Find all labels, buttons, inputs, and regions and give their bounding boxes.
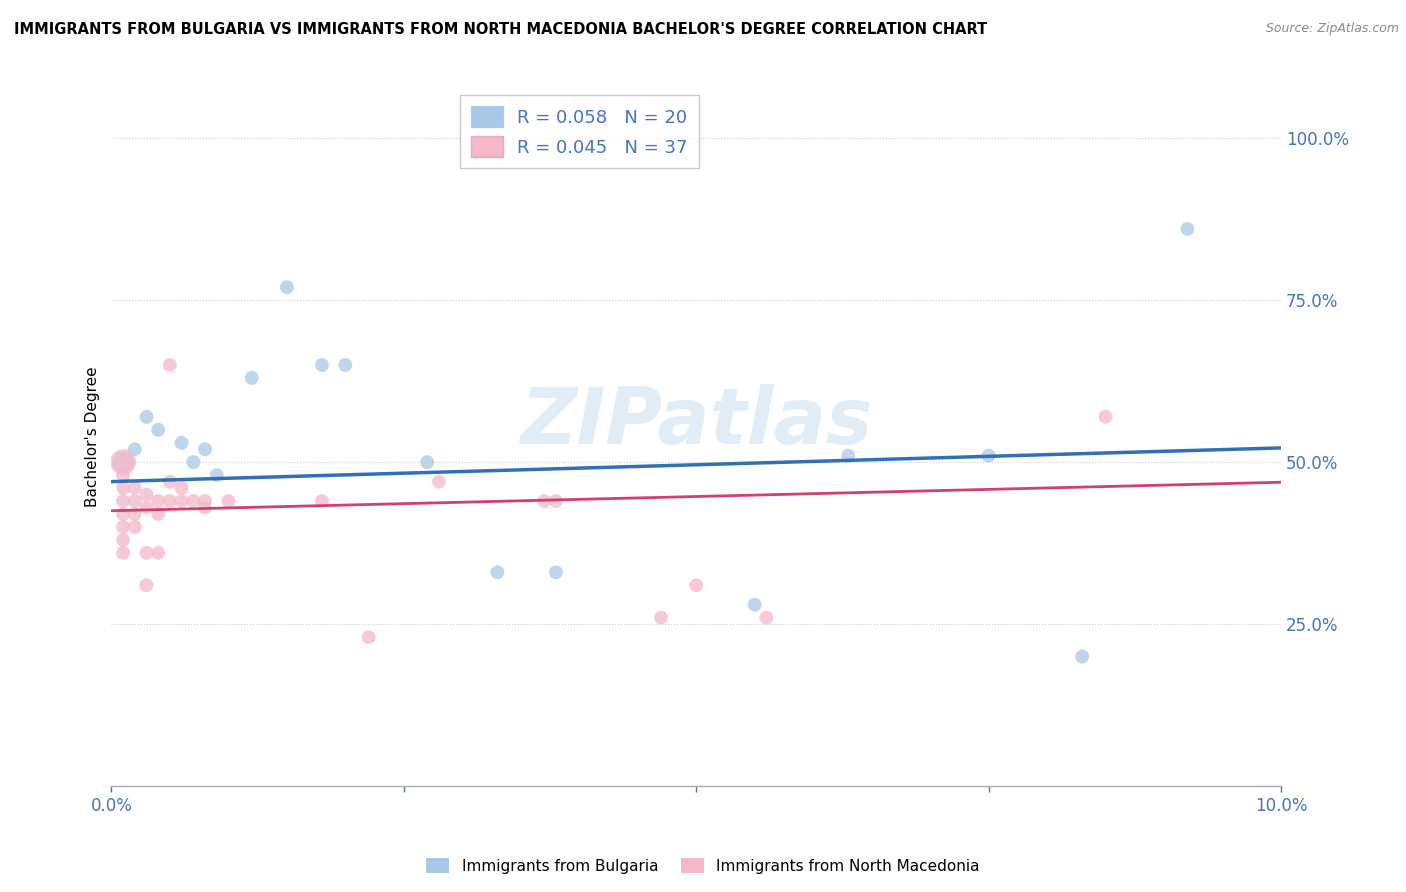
Point [486,566,509,580]
Point [135,500,157,515]
Point [148,423,170,437]
Point [148,494,170,508]
Point [205,468,228,483]
Point [755,610,778,624]
Point [181,494,204,508]
Point [124,481,146,495]
Point [217,494,239,508]
Point [837,449,859,463]
Point [112,494,135,508]
Point [533,494,555,508]
Point [112,546,135,560]
Point [544,566,567,580]
Point [112,455,135,469]
Point [159,494,181,508]
Point [194,494,217,508]
Text: ZIPatlas: ZIPatlas [520,384,872,460]
Point [112,455,135,469]
Legend: Immigrants from Bulgaria, Immigrants from North Macedonia: Immigrants from Bulgaria, Immigrants fro… [420,852,986,880]
Point [194,500,217,515]
Point [135,578,157,592]
Legend: R = 0.058   N = 20, R = 0.045   N = 37: R = 0.058 N = 20, R = 0.045 N = 37 [460,95,699,168]
Point [135,487,157,501]
Point [124,442,146,457]
Point [135,546,157,560]
Point [311,494,333,508]
Point [276,280,298,294]
Point [170,481,193,495]
Point [148,546,170,560]
Point [1071,649,1094,664]
Point [977,449,1000,463]
Point [112,481,135,495]
Point [357,630,380,644]
Point [170,435,193,450]
Point [744,598,766,612]
Point [1094,409,1116,424]
Point [159,475,181,489]
Point [112,533,135,547]
Point [544,494,567,508]
Point [124,507,146,521]
Point [124,494,146,508]
Point [650,610,672,624]
Point [112,520,135,534]
Point [112,468,135,483]
Point [335,358,357,372]
Point [240,371,263,385]
Point [148,507,170,521]
Text: IMMIGRANTS FROM BULGARIA VS IMMIGRANTS FROM NORTH MACEDONIA BACHELOR'S DEGREE CO: IMMIGRANTS FROM BULGARIA VS IMMIGRANTS F… [14,22,987,37]
Point [1177,222,1199,236]
Text: Source: ZipAtlas.com: Source: ZipAtlas.com [1265,22,1399,36]
Point [181,455,204,469]
Point [427,475,450,489]
Point [170,494,193,508]
Point [416,455,439,469]
Point [112,507,135,521]
Point [135,409,157,424]
Point [311,358,333,372]
Point [685,578,707,592]
Y-axis label: Bachelor's Degree: Bachelor's Degree [86,366,100,507]
Point [124,520,146,534]
Point [194,442,217,457]
Point [159,358,181,372]
